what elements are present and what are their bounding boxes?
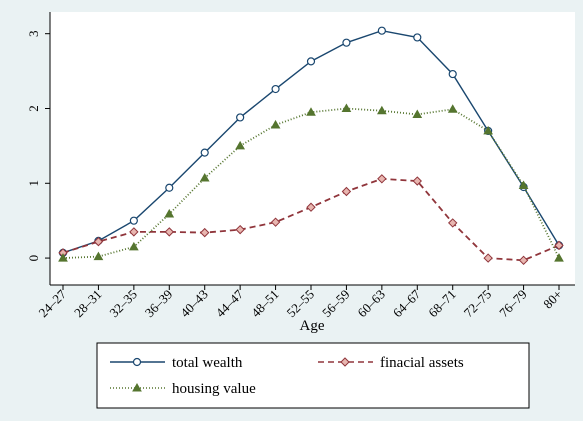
legend [96,342,530,409]
marker [412,176,422,186]
marker [235,224,245,235]
marker [554,240,564,251]
marker [413,33,422,42]
x-tick-label: 52–55 [284,287,318,321]
marker [306,57,316,66]
marker [342,38,351,47]
marker [270,119,281,129]
marker [132,382,142,392]
marker [448,69,457,79]
marker [554,253,564,262]
x-tick-label: 44–47 [213,286,247,320]
legend-label: finacial assets [380,355,464,371]
legend-label: total wealth [172,355,243,371]
y-tick-label: 3 [26,30,41,37]
marker [93,236,104,247]
x-tick-label: 28–31 [71,287,105,321]
marker [200,227,210,238]
marker [376,105,387,115]
x-tick-label: 76–79 [496,287,530,321]
marker [164,227,174,237]
marker [306,202,316,212]
marker [518,255,529,266]
marker [306,107,316,116]
x-tick-label: 40–43 [177,287,211,321]
plot-area [50,12,575,285]
marker [164,208,175,218]
x-tick-label: 24–27 [36,286,70,320]
y-tick-label: 0 [26,255,41,262]
x-tick-label: 48–51 [248,287,282,321]
x-tick-label: 36–39 [142,287,176,321]
marker [377,174,387,184]
marker [518,180,529,190]
x-tick-label: 60–63 [354,287,388,321]
marker [340,357,350,367]
marker [271,84,280,94]
marker [236,113,245,122]
marker [128,241,139,251]
marker [235,140,246,150]
marker [377,26,386,35]
marker [341,186,352,197]
marker [341,103,352,112]
marker [129,227,139,237]
x-axis-title: Age [300,318,325,334]
x-tick-label: 68–71 [425,287,459,321]
marker [483,125,494,135]
marker [165,183,174,192]
x-tick-label: 72–75 [461,287,495,321]
marker [199,173,210,182]
y-tick-label: 1 [26,180,41,187]
marker [129,216,138,225]
marker [448,218,458,228]
marker [447,104,458,113]
legend-label: housing value [172,381,256,397]
marker [200,148,209,157]
y-tick-label: 2 [26,105,41,112]
marker [93,251,104,261]
marker [483,253,493,263]
marker [270,217,281,227]
marker [412,109,423,118]
marker [132,357,142,367]
x-tick-label: 56–59 [319,287,353,321]
x-tick-label: 32–35 [106,287,140,321]
marker [58,253,68,262]
x-tick-label: 80+ [540,287,565,312]
x-tick-label: 64–67 [390,286,424,320]
